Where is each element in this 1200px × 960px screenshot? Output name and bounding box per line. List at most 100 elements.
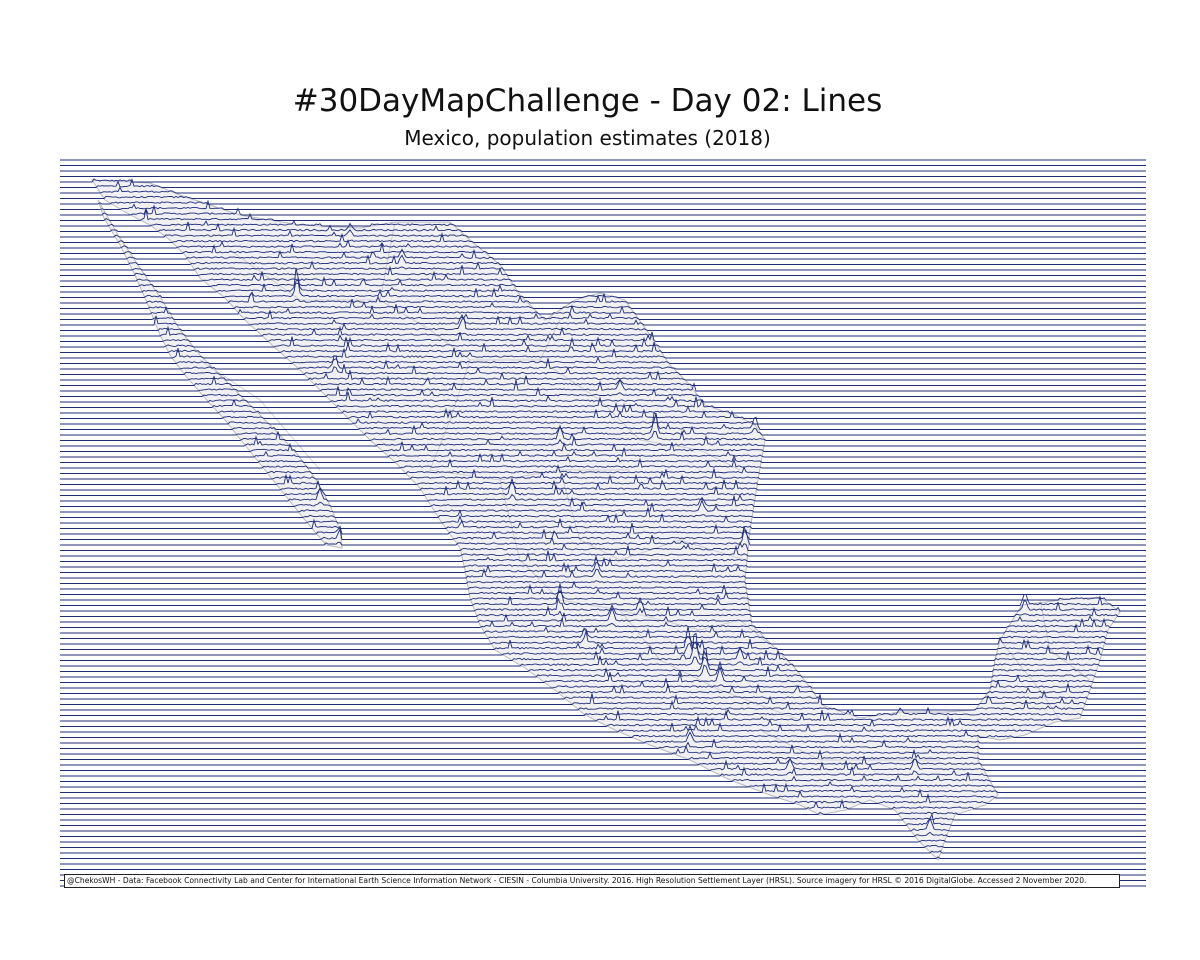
population-line-15: [60, 231, 1146, 243]
population-line-43: [60, 386, 1146, 397]
population-line-40: [60, 370, 1146, 381]
population-line-34: [60, 336, 1146, 348]
population-line-69: [60, 526, 1146, 540]
population-line-57: [60, 464, 1146, 474]
population-line-21: [60, 265, 1146, 276]
population-line-95: [60, 665, 1146, 683]
population-line-118: [60, 798, 1146, 810]
population-line-127: [60, 856, 1146, 859]
population-line-94: [60, 660, 1146, 678]
population-line-11: [60, 209, 1146, 221]
population-line-9: [60, 199, 1146, 210]
population-line-59: [60, 473, 1146, 485]
population-line-10: [60, 205, 1146, 216]
population-line-27: [60, 298, 1146, 309]
population-line-102: [60, 709, 1146, 722]
population-line-24: [60, 268, 1146, 293]
population-line-112: [60, 766, 1146, 777]
population-line-113: [60, 772, 1146, 782]
population-line-123: [60, 831, 1146, 837]
population-line-126: [60, 850, 1146, 854]
population-line-101: [60, 706, 1146, 716]
population-line-80: [60, 589, 1146, 601]
population-line-36: [60, 347, 1146, 359]
population-line-100: [60, 699, 1146, 711]
population-line-46: [60, 402, 1146, 414]
population-line-121: [60, 813, 1146, 826]
population-line-108: [60, 744, 1146, 755]
population-line-115: [60, 782, 1146, 793]
population-line-90: [60, 642, 1146, 656]
population-line-71: [60, 541, 1146, 551]
data-credit: @ChekosWH - Data: Facebook Connectivity …: [64, 874, 1120, 888]
population-line-93: [60, 647, 1146, 672]
population-line-111: [60, 757, 1146, 771]
population-line-29: [60, 310, 1146, 320]
population-line-54: [60, 447, 1146, 458]
population-line-65: [60, 507, 1146, 518]
population-line-122: [60, 817, 1146, 832]
population-line-97: [60, 683, 1146, 694]
population-line-4: [60, 178, 1146, 183]
population-line-79: [60, 583, 1146, 595]
population-line-87: [60, 627, 1146, 639]
population-line-49: [60, 412, 1146, 430]
population-line-68: [60, 522, 1146, 535]
state-borders: [199, 221, 1091, 761]
population-line-104: [60, 722, 1146, 733]
map-subtitle: Mexico, population estimates (2018): [404, 126, 771, 150]
population-line-89: [60, 626, 1146, 650]
population-line-72: [60, 544, 1146, 557]
population-line-33: [60, 331, 1146, 342]
population-line-53: [60, 441, 1146, 452]
population-ridgelines: [60, 159, 1146, 887]
population-line-16: [60, 239, 1146, 249]
population-line-19: [60, 254, 1146, 265]
population-line-110: [60, 755, 1146, 766]
population-line-51: [60, 424, 1146, 441]
population-line-55: [60, 452, 1146, 463]
population-line-52: [60, 434, 1146, 447]
population-line-103: [60, 715, 1146, 727]
population-line-8: [60, 201, 1146, 205]
population-line-30: [60, 313, 1146, 326]
population-line-7: [60, 195, 1146, 199]
population-line-119: [60, 811, 1146, 815]
population-line-107: [60, 738, 1146, 749]
population-line-35: [60, 341, 1146, 353]
population-line-85: [60, 617, 1146, 628]
population-line-106: [60, 731, 1146, 744]
population-line-124: [60, 839, 1146, 843]
population-line-84: [60, 606, 1146, 623]
population-line-109: [60, 748, 1146, 760]
population-line-44: [60, 391, 1146, 403]
population-line-125: [60, 844, 1146, 848]
population-line-83: [60, 603, 1146, 617]
population-line-12: [60, 220, 1146, 227]
population-line-47: [60, 407, 1146, 419]
population-line-26: [60, 291, 1146, 304]
population-line-58: [60, 468, 1146, 480]
population-line-45: [60, 396, 1146, 408]
population-line-117: [60, 793, 1146, 804]
map-title: #30DayMapChallenge - Day 02: Lines: [292, 83, 883, 119]
population-line-48: [60, 418, 1146, 425]
population-line-82: [60, 597, 1146, 612]
population-line-66: [60, 513, 1146, 524]
population-line-120: [60, 817, 1146, 821]
population-line-74: [60, 554, 1146, 568]
population-line-41: [60, 375, 1146, 386]
population-line-62: [60, 486, 1146, 502]
population-line-75: [60, 561, 1146, 573]
population-line-116: [60, 788, 1146, 799]
population-line-14: [60, 226, 1146, 238]
population-line-70: [60, 529, 1146, 546]
population-line-96: [60, 678, 1146, 689]
population-line-77: [60, 580, 1146, 584]
population-line-78: [60, 581, 1146, 590]
population-line-23: [60, 275, 1146, 287]
population-line-61: [60, 477, 1146, 496]
population-line-56: [60, 457, 1146, 469]
